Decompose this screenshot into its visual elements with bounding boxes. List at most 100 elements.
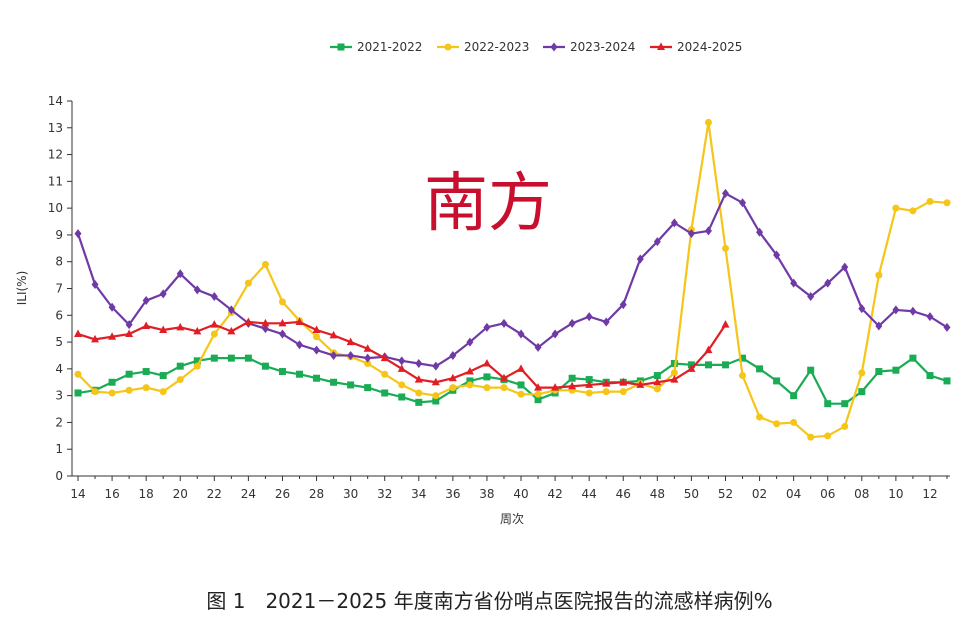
y-tick-label: 12 xyxy=(48,148,63,162)
data-point-2023-2024 xyxy=(142,296,150,306)
data-point-2021-2022 xyxy=(381,389,389,397)
data-point-2022-2023 xyxy=(602,388,610,396)
data-point-2021-2022 xyxy=(858,388,866,396)
data-point-2021-2022 xyxy=(466,377,474,385)
data-point-2024-2025 xyxy=(278,318,287,327)
data-point-2022-2023 xyxy=(670,369,678,377)
x-tick-label: 08 xyxy=(854,487,869,501)
data-point-2024-2025 xyxy=(74,329,82,338)
x-tick-label: 32 xyxy=(377,487,392,501)
data-point-2021-2022 xyxy=(432,397,440,405)
data-point-2023-2024 xyxy=(193,285,201,295)
data-point-2024-2025 xyxy=(380,353,389,362)
x-tick-label: 38 xyxy=(479,487,494,501)
data-point-2021-2022 xyxy=(756,365,764,373)
data-point-2021-2022 xyxy=(773,377,781,385)
data-point-2022-2023 xyxy=(415,389,423,397)
legend-item-2023-2024: 2023-2024 xyxy=(543,40,635,54)
data-point-2022-2023 xyxy=(756,413,764,421)
data-point-2022-2023 xyxy=(704,118,712,126)
data-point-2022-2023 xyxy=(125,386,133,394)
data-point-2022-2023 xyxy=(244,279,252,287)
data-point-2021-2022 xyxy=(108,378,116,386)
data-point-2022-2023 xyxy=(875,271,883,279)
data-point-2024-2025 xyxy=(465,367,474,375)
y-tick-label: 7 xyxy=(55,282,63,296)
data-point-2023-2024 xyxy=(278,329,286,339)
data-point-2024-2025 xyxy=(414,375,423,383)
data-point-2022-2023 xyxy=(500,384,508,392)
data-point-2022-2023 xyxy=(193,362,201,370)
data-point-2023-2024 xyxy=(687,229,695,239)
data-point-2021-2022 xyxy=(704,361,712,369)
data-point-2021-2022 xyxy=(176,362,184,370)
data-point-2022-2023 xyxy=(824,432,832,440)
data-point-2024-2025 xyxy=(159,325,168,334)
data-point-2022-2023 xyxy=(108,389,116,397)
data-point-2023-2024 xyxy=(824,278,832,288)
x-tick-label: 44 xyxy=(582,487,597,501)
x-tick-label: 12 xyxy=(922,487,937,501)
series-line-2023-2024 xyxy=(76,192,948,368)
data-point-2024-2025 xyxy=(397,364,406,372)
legend-label: 2021-2022 xyxy=(357,40,422,54)
data-point-2023-2024 xyxy=(670,218,678,228)
y-tick-label: 3 xyxy=(55,389,63,403)
data-point-2021-2022 xyxy=(875,368,883,376)
data-point-2021-2022 xyxy=(347,381,355,389)
data-point-2022-2023 xyxy=(449,384,457,392)
data-point-2023-2024 xyxy=(159,289,167,299)
x-tick-label: 02 xyxy=(752,487,767,501)
data-point-2023-2024 xyxy=(415,359,423,368)
data-point-2024-2025 xyxy=(244,317,253,325)
data-point-2023-2024 xyxy=(176,269,184,279)
data-point-2023-2024 xyxy=(926,312,934,322)
data-point-2024-2025 xyxy=(602,379,611,387)
data-point-2024-2025 xyxy=(227,326,236,335)
y-tick-label: 5 xyxy=(55,335,63,349)
data-point-2022-2023 xyxy=(159,388,167,396)
data-point-2022-2023 xyxy=(142,384,150,392)
data-point-2023-2024 xyxy=(296,340,304,350)
data-point-2023-2024 xyxy=(773,250,781,260)
x-tick-label: 50 xyxy=(684,487,699,501)
legend-marker xyxy=(657,42,665,50)
data-point-2024-2025 xyxy=(346,337,355,346)
data-point-2024-2025 xyxy=(210,320,219,328)
x-tick-label: 48 xyxy=(650,487,665,501)
data-point-2023-2024 xyxy=(790,278,798,288)
data-point-2024-2025 xyxy=(687,364,696,372)
y-tick-label: 1 xyxy=(55,442,63,456)
data-point-2021-2022 xyxy=(841,400,849,408)
data-point-2021-2022 xyxy=(193,357,201,365)
data-point-2024-2025 xyxy=(295,317,304,325)
data-point-2024-2025 xyxy=(670,375,679,383)
data-point-2024-2025 xyxy=(91,334,100,343)
data-point-2023-2024 xyxy=(568,318,576,328)
x-tick-label: 46 xyxy=(616,487,631,501)
y-tick-label: 11 xyxy=(48,174,63,188)
data-point-2023-2024 xyxy=(636,254,644,264)
legend-label: 2023-2024 xyxy=(570,40,635,54)
data-point-2024-2025 xyxy=(448,373,457,382)
data-point-2022-2023 xyxy=(619,388,627,396)
data-point-2022-2023 xyxy=(398,381,406,389)
data-point-2024-2025 xyxy=(176,322,185,331)
data-point-2024-2025 xyxy=(704,345,713,354)
series-line-2021-2022 xyxy=(77,357,948,405)
data-point-2023-2024 xyxy=(74,229,82,239)
series-line-2022-2023 xyxy=(77,121,948,439)
x-tick-label: 24 xyxy=(241,487,256,501)
y-tick-label: 10 xyxy=(48,201,63,215)
x-tick-label: 26 xyxy=(275,487,290,501)
data-point-2023-2024 xyxy=(602,317,610,327)
data-point-2022-2023 xyxy=(432,392,440,400)
data-point-2023-2024 xyxy=(432,361,440,371)
data-point-2023-2024 xyxy=(91,279,99,289)
data-point-2022-2023 xyxy=(381,370,389,378)
data-point-2024-2025 xyxy=(125,329,134,338)
x-tick-label: 18 xyxy=(139,487,154,501)
legend-item-2021-2022: 2021-2022 xyxy=(330,40,422,54)
data-point-2021-2022 xyxy=(568,374,576,382)
data-point-2022-2023 xyxy=(790,418,798,426)
